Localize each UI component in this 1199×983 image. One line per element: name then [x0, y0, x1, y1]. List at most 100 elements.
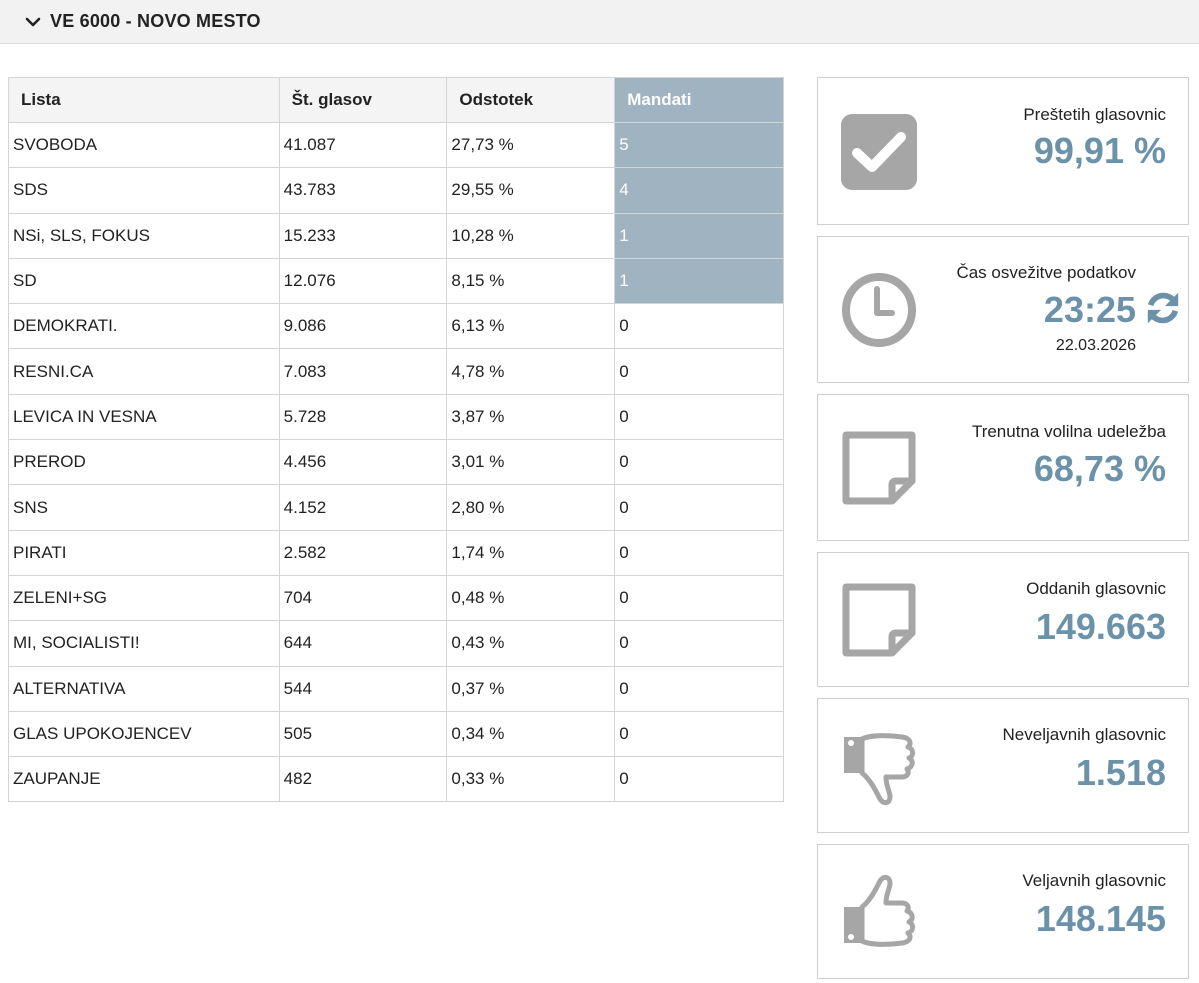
clock-icon — [842, 273, 916, 347]
district-title: VE 6000 - NOVO MESTO — [50, 11, 261, 31]
cell-glasovi: 644 — [278, 620, 448, 667]
table-row: DEMOKRATI. 9.086 6,13 % 0 — [8, 303, 784, 350]
counted-value: 99,91 % — [1033, 130, 1166, 171]
table-row: ALTERNATIVA 544 0,37 % 0 — [8, 665, 784, 712]
cell-glasovi: 544 — [278, 665, 448, 712]
cell-lista: SD — [8, 257, 280, 305]
cell-mandati: 0 — [614, 620, 784, 667]
thumbs-down-icon — [844, 733, 916, 806]
table-row: SD 12.076 8,15 % 1 — [8, 257, 784, 305]
cell-glasovi: 5.728 — [278, 393, 448, 441]
card-refresh-time: Čas osvežitve podatkov 23:25 22.03.2026 — [817, 236, 1189, 383]
refresh-date: 22.03.2026 — [1055, 337, 1136, 354]
cell-mandati: 0 — [614, 574, 784, 622]
cell-odstotek: 10,28 % — [446, 212, 616, 259]
cell-mandati: 0 — [614, 529, 784, 576]
cell-lista: SVOBODA — [8, 121, 280, 169]
table-row: GLAS UPOKOJENCEV 505 0,34 % 0 — [8, 710, 784, 758]
cell-glasovi: 41.087 — [278, 121, 448, 169]
cell-lista: ZAUPANJE — [8, 756, 280, 803]
cell-mandati: 0 — [614, 665, 784, 712]
cell-lista: DEMOKRATI. — [8, 303, 280, 350]
card-invalid-ballots: Neveljavnih glasovnic 1.518 — [817, 698, 1189, 833]
column-header-glasovi[interactable]: Št. glasov — [278, 77, 448, 123]
cell-mandati: 1 — [614, 257, 784, 305]
cell-glasovi: 43.783 — [278, 167, 448, 214]
checkbox-icon — [841, 114, 917, 190]
table-row: SNS 4.152 2,80 % 0 — [8, 484, 784, 531]
cell-odstotek: 0,33 % — [446, 756, 616, 803]
cell-mandati: 1 — [614, 212, 784, 259]
cell-mandati: 0 — [614, 710, 784, 758]
table-row: RESNI.CA 7.083 4,78 % 0 — [8, 348, 784, 395]
cell-glasovi: 2.582 — [278, 529, 448, 576]
table-row: LEVICA IN VESNA 5.728 3,87 % 0 — [8, 393, 784, 441]
table-row: NSi, SLS, FOKUS 15.233 10,28 % 1 — [8, 212, 784, 259]
cell-mandati: 0 — [614, 756, 784, 803]
cell-odstotek: 0,43 % — [446, 620, 616, 667]
valid-label: Veljavnih glasovnic — [1022, 871, 1166, 890]
table-row: MI, SOCIALISTI! 644 0,43 % 0 — [8, 620, 784, 667]
cell-odstotek: 3,87 % — [446, 393, 616, 441]
cell-odstotek: 27,73 % — [446, 121, 616, 169]
cell-lista: NSi, SLS, FOKUS — [8, 212, 280, 259]
table-row: PIRATI 2.582 1,74 % 0 — [8, 529, 784, 576]
refresh-time-value: 23:25 — [1043, 289, 1136, 330]
cell-odstotek: 0,48 % — [446, 574, 616, 622]
cell-odstotek: 1,74 % — [446, 529, 616, 576]
cell-lista: MI, SOCIALISTI! — [8, 620, 280, 667]
cell-glasovi: 704 — [278, 574, 448, 622]
cell-odstotek: 6,13 % — [446, 303, 616, 350]
cell-mandati: 0 — [614, 484, 784, 531]
valid-value: 148.145 — [1035, 898, 1166, 939]
cell-mandati: 0 — [614, 439, 784, 486]
chevron-down-icon — [25, 17, 41, 26]
card-counted-ballots: Preštetih glasovnic 99,91 % — [817, 77, 1189, 225]
cell-odstotek: 29,55 % — [446, 167, 616, 214]
card-valid-ballots: Veljavnih glasovnic 148.145 — [817, 844, 1189, 979]
cell-glasovi: 4.152 — [278, 484, 448, 531]
counted-label: Preštetih glasovnic — [1023, 105, 1166, 124]
cell-mandati: 5 — [614, 121, 784, 169]
turnout-value: 68,73 % — [1033, 448, 1166, 489]
cell-mandati: 0 — [614, 393, 784, 441]
table-row: PREROD 4.456 3,01 % 0 — [8, 439, 784, 486]
cell-mandati: 4 — [614, 167, 784, 214]
cell-glasovi: 15.233 — [278, 212, 448, 259]
cell-odstotek: 0,37 % — [446, 665, 616, 712]
cast-label: Oddanih glasovnic — [1026, 579, 1166, 598]
refresh-label: Čas osvežitve podatkov — [956, 263, 1136, 282]
cell-lista: RESNI.CA — [8, 348, 280, 395]
cell-mandati: 0 — [614, 348, 784, 395]
results-table: Lista Št. glasov Odstotek Mandati SVOBOD… — [8, 77, 784, 803]
cell-odstotek: 8,15 % — [446, 257, 616, 305]
card-cast-ballots: Oddanih glasovnic 149.663 — [817, 552, 1189, 687]
cell-odstotek: 3,01 % — [446, 439, 616, 486]
cell-lista: ALTERNATIVA — [8, 665, 280, 712]
table-row: ZELENI+SG 704 0,48 % 0 — [8, 574, 784, 622]
cell-glasovi: 12.076 — [278, 257, 448, 305]
refresh-icon[interactable] — [1144, 289, 1182, 327]
cell-glasovi: 505 — [278, 710, 448, 758]
cell-lista: GLAS UPOKOJENCEV — [8, 710, 280, 758]
column-header-lista[interactable]: Lista — [8, 77, 280, 123]
cell-odstotek: 4,78 % — [446, 348, 616, 395]
invalid-label: Neveljavnih glasovnic — [1002, 725, 1166, 744]
cell-mandati: 0 — [614, 303, 784, 350]
cast-value: 149.663 — [1035, 606, 1166, 647]
cell-lista: ZELENI+SG — [8, 574, 280, 622]
card-turnout: Trenutna volilna udeležba 68,73 % — [817, 394, 1189, 541]
district-header[interactable]: VE 6000 - NOVO MESTO — [0, 0, 1199, 44]
cell-lista: SNS — [8, 484, 280, 531]
cell-odstotek: 2,80 % — [446, 484, 616, 531]
invalid-value: 1.518 — [1075, 752, 1166, 793]
cell-odstotek: 0,34 % — [446, 710, 616, 758]
cell-glasovi: 9.086 — [278, 303, 448, 350]
table-header-row: Lista Št. glasov Odstotek Mandati — [8, 77, 784, 123]
cell-lista: PIRATI — [8, 529, 280, 576]
turnout-label: Trenutna volilna udeležba — [971, 422, 1166, 441]
column-header-mandati[interactable]: Mandati — [614, 77, 784, 123]
cell-glasovi: 482 — [278, 756, 448, 803]
column-header-odstotek[interactable]: Odstotek — [446, 77, 616, 123]
note-icon — [842, 431, 916, 505]
